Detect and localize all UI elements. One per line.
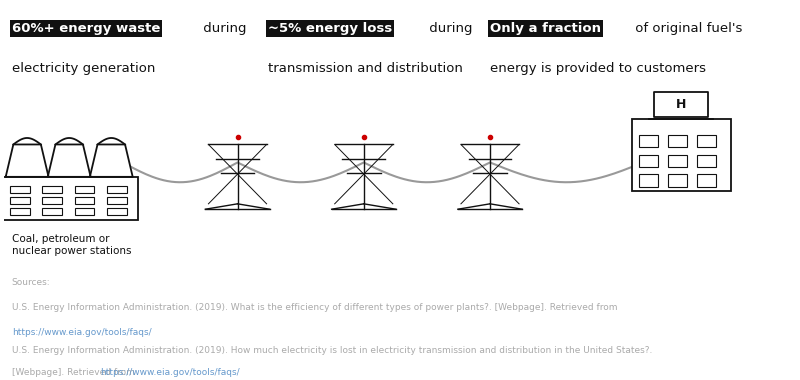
Text: of original fuel's: of original fuel's bbox=[631, 22, 742, 35]
Bar bbox=[106, 208, 126, 215]
Bar bbox=[639, 174, 658, 187]
Text: during: during bbox=[198, 22, 246, 35]
Text: energy is provided to customers: energy is provided to customers bbox=[490, 62, 706, 75]
Bar bbox=[639, 155, 658, 167]
Bar bbox=[698, 135, 716, 147]
Text: during: during bbox=[426, 22, 473, 35]
Bar bbox=[639, 135, 658, 147]
Bar bbox=[106, 186, 126, 193]
Polygon shape bbox=[6, 144, 49, 177]
Text: ~5% energy loss: ~5% energy loss bbox=[268, 22, 392, 35]
Bar bbox=[698, 174, 716, 187]
Text: https://www.eia.gov/tools/faqs/: https://www.eia.gov/tools/faqs/ bbox=[12, 328, 151, 337]
Bar bbox=[10, 208, 30, 215]
Text: U.S. Energy Information Administration. (2019). How much electricity is lost in : U.S. Energy Information Administration. … bbox=[12, 346, 652, 355]
Bar bbox=[42, 197, 62, 204]
Bar bbox=[74, 197, 94, 204]
Text: transmission and distribution: transmission and distribution bbox=[268, 62, 463, 75]
Text: [Webpage]. Retrieved from: [Webpage]. Retrieved from bbox=[12, 367, 138, 377]
Text: https://www.eia.gov/tools/faqs/: https://www.eia.gov/tools/faqs/ bbox=[100, 367, 239, 377]
Text: U.S. Energy Information Administration. (2019). What is the efficiency of differ: U.S. Energy Information Administration. … bbox=[12, 303, 618, 312]
Bar bbox=[631, 119, 731, 191]
Bar bbox=[668, 135, 686, 147]
Bar bbox=[42, 208, 62, 215]
Bar bbox=[74, 186, 94, 193]
Bar bbox=[0, 177, 138, 220]
Bar bbox=[698, 155, 716, 167]
Bar bbox=[10, 197, 30, 204]
Bar bbox=[10, 186, 30, 193]
Bar bbox=[106, 197, 126, 204]
Bar bbox=[668, 155, 686, 167]
Polygon shape bbox=[90, 144, 133, 177]
Text: Only a fraction: Only a fraction bbox=[490, 22, 601, 35]
Text: electricity generation: electricity generation bbox=[12, 62, 155, 75]
Text: H: H bbox=[676, 98, 686, 111]
Text: 60%+ energy waste: 60%+ energy waste bbox=[12, 22, 160, 35]
Bar bbox=[654, 92, 708, 117]
Text: Coal, petroleum or
nuclear power stations: Coal, petroleum or nuclear power station… bbox=[12, 234, 131, 256]
Polygon shape bbox=[48, 144, 90, 177]
Bar bbox=[668, 174, 686, 187]
Bar bbox=[74, 208, 94, 215]
Text: Sources:: Sources: bbox=[12, 277, 50, 287]
Bar bbox=[42, 186, 62, 193]
